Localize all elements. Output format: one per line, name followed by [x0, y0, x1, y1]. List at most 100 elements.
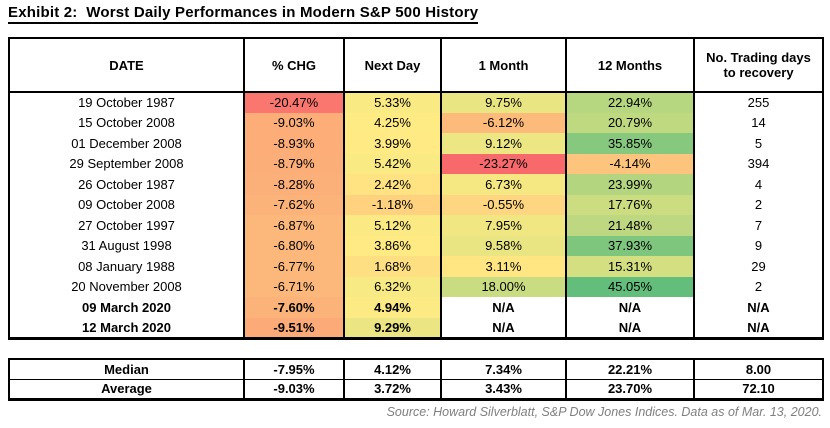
chg-cell: -8.28% — [243, 174, 345, 195]
column-header-date: DATE — [8, 37, 245, 93]
one-month-cell: 9.12% — [440, 133, 567, 154]
next-day-cell: 3.72% — [343, 378, 442, 400]
performance-table: DATE % CHG Next Day 1 Month 12 Months No… — [8, 37, 824, 340]
twelve-months-cell: 37.93% — [565, 235, 695, 256]
date-cell: 27 October 1997 — [8, 215, 245, 236]
twelve-months-cell: 22.94% — [565, 92, 695, 113]
next-day-cell: 9.29% — [343, 317, 442, 338]
next-day-cell: 5.33% — [343, 92, 442, 113]
performance-table-body: 19 October 1987 -20.47% 5.33% 9.75% 22.94% 25… — [8, 92, 824, 338]
next-day-cell: 5.42% — [343, 153, 442, 174]
twelve-months-cell: 22.21% — [565, 358, 695, 380]
summary-table-body: Median -7.95% 4.12% 7.34% 22.21% 8.00 Average -… — [8, 358, 824, 400]
chg-cell: -7.60% — [243, 297, 345, 318]
chg-cell: -8.79% — [243, 153, 345, 174]
table-row: 08 January 1988 -6.77% 1.68% 3.11% 15.31% 29 — [8, 256, 824, 277]
twelve-months-cell: -4.14% — [565, 153, 695, 174]
chg-cell: -9.03% — [243, 112, 345, 133]
next-day-cell: 4.94% — [343, 297, 442, 318]
date-cell: 09 October 2008 — [8, 194, 245, 215]
column-header-12-months: 12 Months — [565, 37, 695, 93]
exhibit-title: Exhibit 2: Worst Daily Performances in M… — [8, 4, 479, 24]
recovery-days-cell: 4 — [693, 174, 824, 195]
table-row: Median -7.95% 4.12% 7.34% 22.21% 8.00 — [8, 358, 824, 380]
date-cell: 09 March 2020 — [8, 297, 245, 318]
one-month-cell: 3.43% — [440, 378, 567, 400]
table-row: 29 September 2008 -8.79% 5.42% -23.27% -4.14… — [8, 153, 824, 174]
date-cell: 19 October 1987 — [8, 92, 245, 113]
one-month-cell: 3.11% — [440, 256, 567, 277]
recovery-days-cell: 14 — [693, 112, 824, 133]
date-cell: 31 August 1998 — [8, 235, 245, 256]
chg-cell: -6.71% — [243, 276, 345, 297]
twelve-months-cell: 21.48% — [565, 215, 695, 236]
one-month-cell: 7.95% — [440, 215, 567, 236]
one-month-cell: -0.55% — [440, 194, 567, 215]
twelve-months-cell: 45.05% — [565, 276, 695, 297]
table-row: 31 August 1998 -6.80% 3.86% 9.58% 37.93% 9 — [8, 235, 824, 256]
recovery-days-cell: 8.00 — [693, 358, 824, 380]
twelve-months-cell: 20.79% — [565, 112, 695, 133]
next-day-cell: 6.32% — [343, 276, 442, 297]
date-cell: 15 October 2008 — [8, 112, 245, 133]
chg-cell: -6.87% — [243, 215, 345, 236]
one-month-cell: 9.58% — [440, 235, 567, 256]
one-month-cell: 7.34% — [440, 358, 567, 380]
summary-table: Median -7.95% 4.12% 7.34% 22.21% 8.00 Average -… — [8, 358, 824, 401]
table-row: 19 October 1987 -20.47% 5.33% 9.75% 22.94% 25… — [8, 92, 824, 113]
next-day-cell: -1.18% — [343, 194, 442, 215]
recovery-days-cell: 394 — [693, 153, 824, 174]
one-month-cell: -23.27% — [440, 153, 567, 174]
chg-cell: -9.51% — [243, 317, 345, 338]
one-month-cell: N/A — [440, 297, 567, 318]
twelve-months-cell: N/A — [565, 317, 695, 338]
recovery-days-cell: 29 — [693, 256, 824, 277]
table-row: 12 March 2020 -9.51% 9.29% N/A N/A N/A — [8, 317, 824, 338]
date-cell: 20 November 2008 — [8, 276, 245, 297]
table-row: 20 November 2008 -6.71% 6.32% 18.00% 45.05% 2 — [8, 276, 824, 297]
one-month-cell: 18.00% — [440, 276, 567, 297]
date-cell: 26 October 1987 — [8, 174, 245, 195]
table-row: 09 March 2020 -7.60% 4.94% N/A N/A N/A — [8, 297, 824, 318]
next-day-cell: 2.42% — [343, 174, 442, 195]
twelve-months-cell: 23.99% — [565, 174, 695, 195]
table-row: 09 October 2008 -7.62% -1.18% -0.55% 17.76% 2 — [8, 194, 824, 215]
chg-cell: -9.03% — [243, 378, 345, 400]
one-month-cell: 6.73% — [440, 174, 567, 195]
recovery-days-cell: 7 — [693, 215, 824, 236]
date-cell: 29 September 2008 — [8, 153, 245, 174]
chg-cell: -6.80% — [243, 235, 345, 256]
next-day-cell: 4.12% — [343, 358, 442, 380]
twelve-months-cell: 17.76% — [565, 194, 695, 215]
one-month-cell: N/A — [440, 317, 567, 338]
summary-label-cell: Median — [8, 358, 245, 380]
recovery-days-cell: 255 — [693, 92, 824, 113]
twelve-months-cell: 35.85% — [565, 133, 695, 154]
next-day-cell: 5.12% — [343, 215, 442, 236]
next-day-cell: 3.99% — [343, 133, 442, 154]
chg-cell: -8.93% — [243, 133, 345, 154]
column-header-recovery-days: No. Trading days to recovery — [693, 37, 824, 93]
column-header-chg: % CHG — [243, 37, 345, 93]
column-header-1-month: 1 Month — [440, 37, 567, 93]
header-row: DATE % CHG Next Day 1 Month 12 Months No… — [8, 37, 824, 93]
recovery-days-cell: 72.10 — [693, 378, 824, 400]
twelve-months-cell: 23.70% — [565, 378, 695, 400]
recovery-days-cell: 5 — [693, 133, 824, 154]
one-month-cell: -6.12% — [440, 112, 567, 133]
twelve-months-cell: 15.31% — [565, 256, 695, 277]
next-day-cell: 1.68% — [343, 256, 442, 277]
recovery-days-cell: N/A — [693, 317, 824, 338]
recovery-days-cell: 2 — [693, 194, 824, 215]
recovery-days-cell: 2 — [693, 276, 824, 297]
next-day-cell: 4.25% — [343, 112, 442, 133]
twelve-months-cell: N/A — [565, 297, 695, 318]
table-row: 27 October 1997 -6.87% 5.12% 7.95% 21.48% 7 — [8, 215, 824, 236]
table-row: 01 December 2008 -8.93% 3.99% 9.12% 35.85% 5 — [8, 133, 824, 154]
next-day-cell: 3.86% — [343, 235, 442, 256]
summary-label-cell: Average — [8, 378, 245, 400]
one-month-cell: 9.75% — [440, 92, 567, 113]
chg-cell: -7.62% — [243, 194, 345, 215]
chg-cell: -20.47% — [243, 92, 345, 113]
